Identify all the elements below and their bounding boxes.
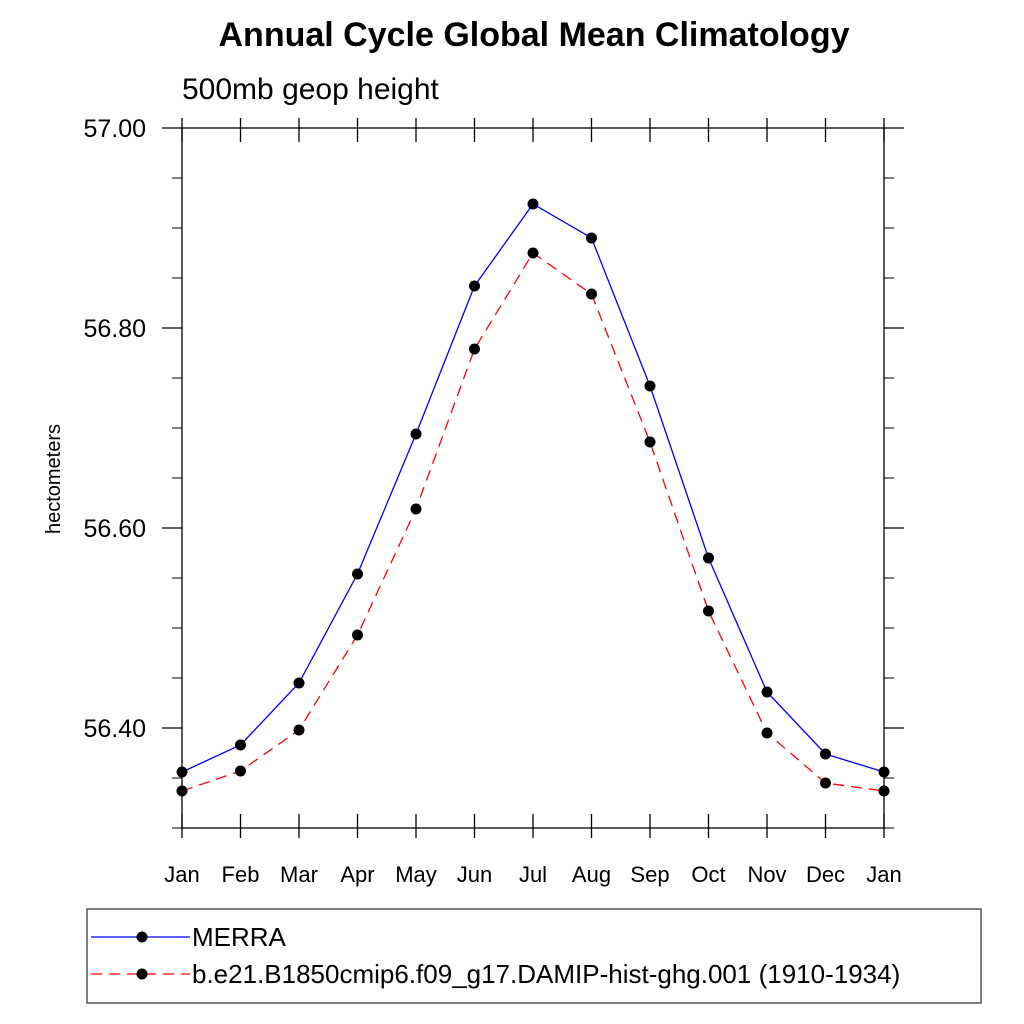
series-2-point: [469, 343, 480, 355]
y-tick-label: 56.60: [83, 515, 146, 543]
x-tick-label: Sep: [630, 862, 669, 887]
x-tick-label: Jan: [164, 862, 199, 887]
series-1-point: [293, 677, 305, 689]
x-tick-label: Jul: [519, 862, 547, 887]
y-tick-label: 57.00: [83, 115, 146, 143]
chart-subtitle: 500mb geop height: [182, 73, 440, 106]
x-tick-label: May: [395, 862, 437, 887]
series-1-point: [820, 748, 831, 760]
series-line-2: [181, 252, 885, 792]
series-2-point: [878, 785, 890, 797]
x-tick-label: Jun: [457, 862, 492, 887]
legend: MERRA b.e21.B1850cmip6.f09_g17.DAMIP-hist…: [91, 922, 900, 989]
chart-title: Annual Cycle Global Mean Climatology: [219, 16, 850, 54]
series-2-point: [176, 785, 188, 797]
series-1-point: [469, 280, 480, 292]
legend-label-1: MERRA: [192, 922, 287, 952]
series-2-point: [410, 503, 422, 515]
y-axis-label: hectometers: [43, 424, 65, 534]
series-2-point: [820, 777, 831, 789]
legend-marker-2: [136, 968, 148, 980]
series-1-point: [410, 428, 422, 440]
y-tick-label: 56.80: [83, 315, 146, 343]
series-1-point: [176, 766, 188, 778]
series-layer: [176, 198, 890, 797]
series-1-point: [527, 198, 539, 210]
series-line-1: [181, 203, 885, 773]
series-1-point: [878, 766, 890, 778]
series-2-point: [235, 765, 246, 777]
series-2-point: [527, 247, 539, 259]
y-tick-label: 56.40: [83, 715, 146, 743]
axes-layer: Jan Feb Mar Apr May Jun Jul Aug Sep Oct Nov Dec Jan 5…: [83, 115, 904, 887]
x-tick-label: Oct: [691, 862, 725, 887]
x-tick-label: Apr: [340, 862, 374, 887]
legend-marker-1: [136, 931, 148, 943]
plot-frame: [181, 127, 885, 829]
x-tick-label: Feb: [222, 862, 260, 887]
series-2-point: [586, 288, 597, 300]
legend-label-2: b.e21.B1850cmip6.f09_g17.DAMIP-hist-ghg.…: [192, 959, 900, 989]
x-tick-label: Jan: [866, 862, 901, 887]
series-1-point: [352, 568, 363, 580]
x-tick-label: Aug: [572, 862, 611, 887]
series-2-point: [293, 724, 305, 736]
series-2-point: [644, 436, 656, 448]
x-tick-label: Nov: [747, 862, 786, 887]
series-1-point: [644, 380, 656, 392]
legend-box: [86, 908, 982, 1004]
series-2-point: [352, 629, 363, 641]
x-tick-label: Dec: [806, 862, 845, 887]
series-1-point: [703, 552, 714, 564]
x-tick-label: Mar: [280, 862, 318, 887]
series-1-point: [235, 739, 246, 751]
series-1-point: [586, 232, 597, 244]
series-2-point: [703, 605, 714, 617]
series-2-point: [761, 727, 773, 739]
series-1-point: [761, 686, 773, 698]
